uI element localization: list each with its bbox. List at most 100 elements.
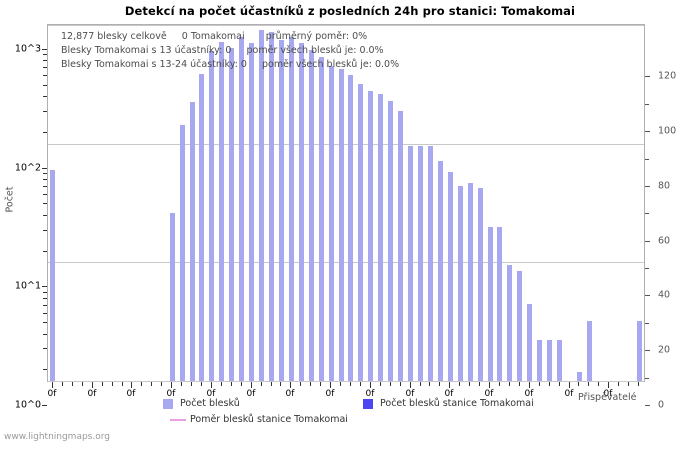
y-axis-left-minor-tick: [43, 305, 47, 306]
gridline: [48, 25, 644, 26]
x-axis-tick: [439, 382, 440, 386]
y-axis-left-minor-tick: [43, 173, 47, 174]
legend-item-station-count: Počet blesků stanice Tomakomai: [363, 398, 534, 409]
y-axis-left-minor-tick: [43, 111, 47, 112]
y-axis-right-label: 0: [658, 399, 665, 411]
x-axis-tick: [280, 382, 281, 386]
x-axis-tick: [559, 382, 560, 386]
x-axis-label: 0f: [603, 389, 613, 399]
y-axis-right-minor-tick: [645, 268, 649, 269]
x-axis-tick: [380, 382, 381, 386]
x-axis-tick: [340, 382, 341, 386]
x-axis-label: 0f: [285, 389, 295, 399]
bar: [219, 41, 225, 381]
x-axis-tick: [52, 382, 53, 388]
bar: [437, 160, 443, 381]
y-axis-left-minor-tick: [43, 298, 47, 299]
y-axis-right-minor-tick: [645, 323, 649, 324]
x-axis-tick: [569, 382, 570, 388]
y-axis-left-label: 10^1: [14, 280, 41, 292]
bar: [487, 226, 493, 381]
x-axis-tick: [141, 382, 142, 386]
y-axis-left-minor-tick: [43, 215, 47, 216]
y-axis-left-label: 10^3: [14, 43, 41, 55]
bar: [467, 182, 473, 381]
bar: [328, 66, 334, 381]
x-axis-title: Přispěvatelé: [578, 392, 637, 403]
bar: [517, 270, 523, 381]
x-axis-tick: [62, 382, 63, 386]
x-axis-label: 0f: [166, 389, 176, 399]
bar: [318, 56, 324, 381]
y-axis-left-label: 10^2: [14, 162, 41, 174]
x-axis-tick: [211, 382, 212, 388]
y-axis-right-label: 120: [658, 70, 677, 82]
y-axis-left-label: 10^0: [14, 399, 41, 411]
y-axis-right-label: 100: [658, 125, 677, 137]
x-axis-label: 0f: [444, 389, 454, 399]
y-axis-left-minor-tick: [43, 322, 47, 323]
x-axis-tick: [201, 382, 202, 386]
y-axis-right-label: 80: [658, 180, 671, 192]
y-axis-right-label: 20: [658, 344, 671, 356]
y-axis-left-minor-tick: [43, 186, 47, 187]
x-axis-tick: [519, 382, 520, 386]
x-axis-tick: [171, 382, 172, 388]
bar: [169, 213, 175, 381]
y-axis-right-minor-tick: [645, 159, 649, 160]
x-axis-tick: [529, 382, 530, 388]
x-axis-tick: [181, 382, 182, 386]
x-axis-tick: [400, 382, 401, 386]
page-title: Detekcí na počet účastníků z posledních …: [124, 4, 576, 18]
y-axis-right-minor-tick: [645, 104, 649, 105]
bar: [388, 100, 394, 381]
y-axis-left-minor-tick: [43, 313, 47, 314]
legend: Počet blesků Počet blesků stanice Tomako…: [0, 396, 700, 432]
bar: [398, 110, 404, 381]
y-axis-left-minor-tick: [43, 85, 47, 86]
x-axis-tick: [449, 382, 450, 388]
bar: [308, 49, 314, 381]
bar: [199, 73, 205, 381]
bar: [179, 124, 185, 381]
bar: [269, 32, 274, 381]
y-axis-right-tick: [645, 131, 650, 132]
bar: [408, 146, 414, 381]
x-axis-tick: [549, 382, 550, 386]
bar: [576, 371, 582, 381]
y-axis-left-minor-tick: [43, 54, 47, 55]
bar: [298, 43, 304, 381]
y-axis-left-minor-tick: [43, 292, 47, 293]
y-axis-left-minor-tick: [43, 194, 47, 195]
x-axis-tick: [251, 382, 252, 388]
x-axis-tick: [151, 382, 152, 386]
bar: [418, 146, 423, 381]
x-axis-tick: [92, 382, 93, 388]
x-axis-tick: [320, 382, 321, 386]
bar: [477, 188, 483, 381]
x-axis-label: 0f: [246, 389, 256, 399]
y-axis-right-tick: [645, 405, 650, 406]
legend-label-station-count: Počet blesků stanice Tomakomai: [380, 398, 534, 409]
bar: [557, 340, 563, 381]
bar: [358, 83, 364, 381]
legend-swatch-count: [163, 398, 173, 409]
x-axis-label: 0f: [126, 389, 136, 399]
x-axis-tick: [72, 382, 73, 386]
legend-label-ratio: Poměr blesků stanice Tomakomai: [190, 414, 348, 425]
bar: [547, 340, 553, 381]
y-axis-right-minor-tick: [645, 378, 649, 379]
y-axis-left-minor-tick: [43, 348, 47, 349]
x-axis-tick: [271, 382, 272, 386]
bar: [586, 321, 592, 381]
x-axis-tick: [638, 382, 639, 386]
y-axis-left-minor-tick: [43, 179, 47, 180]
bar: [427, 146, 433, 381]
bars-layer: [48, 25, 644, 381]
bar: [447, 171, 453, 381]
x-axis-tick: [420, 382, 421, 386]
bar: [189, 101, 195, 381]
x-axis-tick: [350, 382, 351, 386]
x-axis-tick: [499, 382, 500, 386]
x-axis-tick: [300, 382, 301, 386]
